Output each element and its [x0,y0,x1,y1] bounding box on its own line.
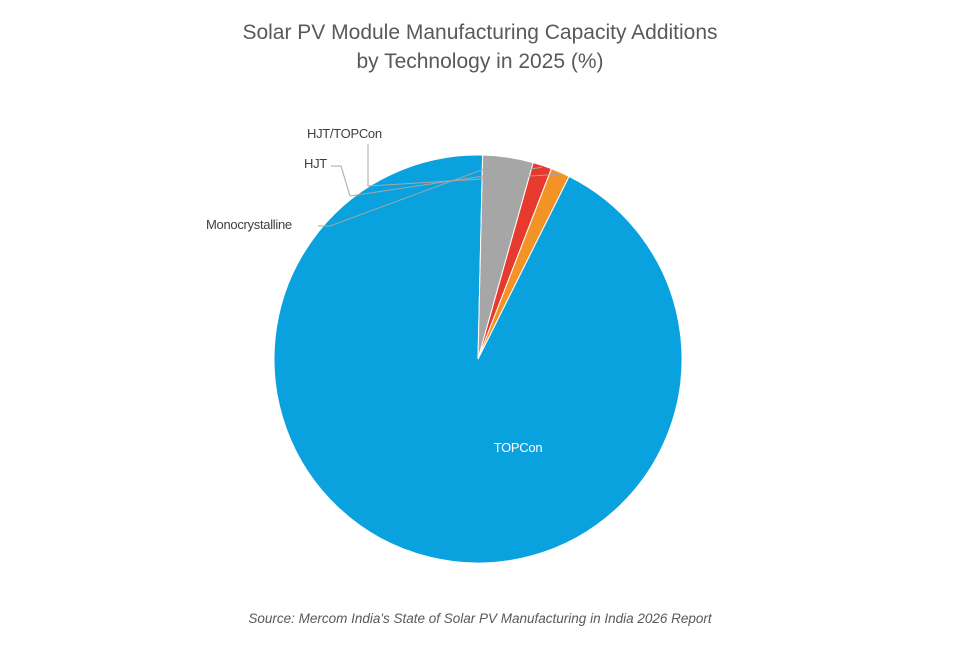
label-hjt-topcon: HJT/TOPCon [307,126,382,141]
pie-slices [273,154,683,564]
leader-monocrystalline [318,159,508,227]
label-topcon: TOPCon [494,440,543,455]
chart-title-block: Solar PV Module Manufacturing Capacity A… [0,18,960,76]
slice-labels: TOPCon Monocrystalline HJT HJT/TOPCon [206,126,543,455]
label-monocrystalline: Monocrystalline [206,217,292,232]
chart-subtitle: by Technology in 2025 (%) [356,50,604,73]
leader-lines [318,144,560,227]
leader-hjt-topcon [367,144,560,187]
slice-hjt-topcon [477,168,570,360]
label-hjt: HJT [304,156,327,171]
chart-title: Solar PV Module Manufacturing Capacity A… [242,21,718,44]
source-note: Source: Mercom India's State of Solar PV… [248,611,712,626]
